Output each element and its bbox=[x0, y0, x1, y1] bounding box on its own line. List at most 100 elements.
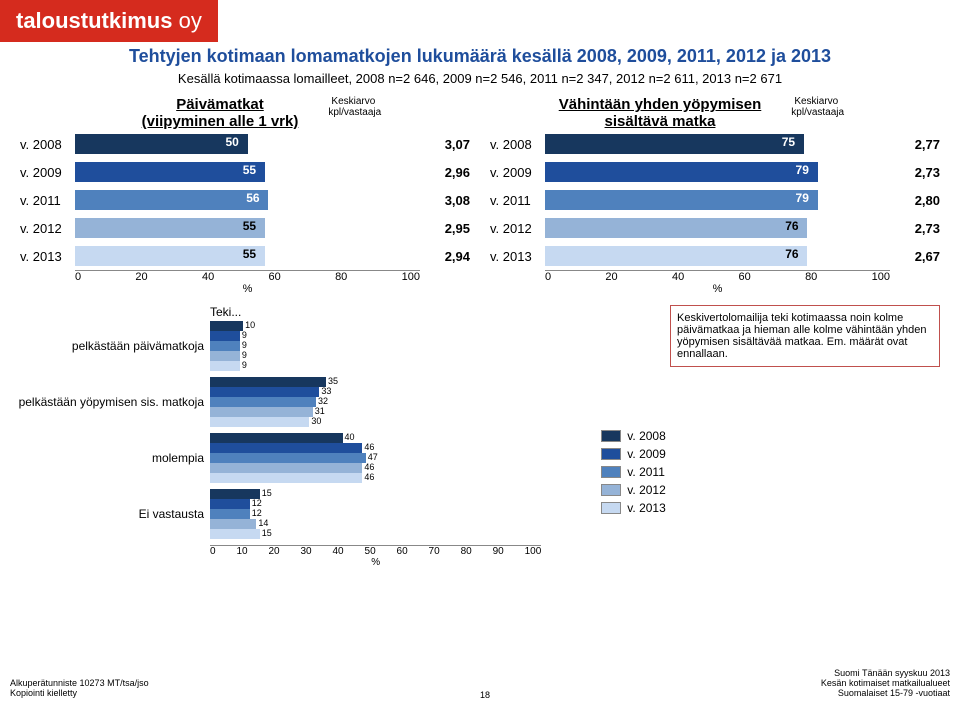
hbar-row: v. 2012 55 2,95 bbox=[20, 214, 470, 242]
grouped-bar: 46 bbox=[210, 443, 362, 453]
hbar-track: 55 bbox=[75, 246, 420, 266]
hbar-track: 55 bbox=[75, 162, 420, 182]
hbar-row: v. 2011563,08 bbox=[20, 186, 470, 214]
legend: v. 2008v. 2009v. 2011v. 2012v. 2013 bbox=[601, 425, 665, 519]
hbar-fill bbox=[75, 162, 265, 182]
hbar-fill bbox=[545, 134, 804, 154]
grouped-bar: 31 bbox=[210, 407, 313, 417]
grouped-bars: 1512121415 bbox=[210, 489, 541, 539]
legend-item: v. 2011 bbox=[601, 465, 665, 479]
grouped-label: pelkästään päivämatkoja bbox=[10, 339, 210, 353]
hbar-track: 56 bbox=[75, 190, 420, 210]
legend-item: v. 2009 bbox=[601, 447, 665, 461]
hbar-avg: 2,96 bbox=[420, 165, 470, 180]
top-charts: v. 2008503,07v. 2009552,96v. 2011563,08v… bbox=[0, 130, 960, 295]
bottom-section: Teki... pelkästään päivämatkoja109999pel… bbox=[0, 305, 960, 568]
logo-rest: oy bbox=[172, 8, 201, 33]
right-chart: v. 2008752,77 v. 2009 79 2,73 v. 2011 79 2,80 v… bbox=[490, 130, 940, 295]
grouped-bar: 47 bbox=[210, 453, 366, 463]
grouped-bar: 14 bbox=[210, 519, 256, 529]
hbar-label: v. 2011 bbox=[20, 193, 75, 208]
grouped-bar: 9 bbox=[210, 331, 240, 341]
hbar-avg: 3,07 bbox=[420, 137, 470, 152]
grouped-bar: 32 bbox=[210, 397, 316, 407]
note-box: Keskivertolomailija teki kotimaassa noin… bbox=[670, 305, 940, 367]
footer-right: Suomi Tänään syyskuu 2013 Kesän kotimais… bbox=[821, 668, 950, 698]
grouped-axis: 0102030405060708090100 bbox=[210, 545, 541, 557]
grouped-bar: 12 bbox=[210, 509, 250, 519]
hbar-avg: 2,94 bbox=[420, 249, 470, 264]
logo-bold: taloustutkimus bbox=[16, 8, 172, 33]
hbar-label: v. 2012 bbox=[20, 221, 75, 236]
column-headers: Päivämatkat (viipyminen alle 1 vrk) Kesk… bbox=[0, 96, 960, 130]
legend-label: v. 2011 bbox=[627, 465, 665, 479]
footer-left: Alkuperätunniste 10273 MT/tsa/jso Kopioi… bbox=[10, 678, 149, 698]
hbar-track: 55 bbox=[75, 218, 420, 238]
left-head-l1: Päivämatkat bbox=[142, 96, 299, 113]
hbar-value: 55 bbox=[243, 219, 256, 233]
legend-label: v. 2012 bbox=[627, 483, 665, 497]
grouped-bar: 12 bbox=[210, 499, 250, 509]
grouped-bar: 40 bbox=[210, 433, 343, 443]
grouped-label: molempia bbox=[10, 451, 210, 465]
hbar-fill bbox=[75, 218, 265, 238]
hbar-value: 55 bbox=[243, 163, 256, 177]
hbar-track: 79 bbox=[545, 190, 890, 210]
hbar-avg: 2,80 bbox=[890, 193, 940, 208]
hbar-row: v. 2009 55 2,96 bbox=[20, 158, 470, 186]
hbar-value: 79 bbox=[796, 163, 809, 177]
hbar-row: v. 2009 79 2,73 bbox=[490, 158, 940, 186]
hbar-fill bbox=[75, 190, 268, 210]
hbar-value: 76 bbox=[785, 219, 798, 233]
hbar-avg: 2,67 bbox=[890, 249, 940, 264]
grouped-row: Ei vastausta1512121415 bbox=[10, 489, 541, 539]
left-chart: v. 2008503,07v. 2009552,96v. 2011563,08v… bbox=[20, 130, 470, 295]
grouped-chart: Teki... pelkästään päivämatkoja109999pel… bbox=[10, 305, 541, 568]
hbar-axis: 020406080100 bbox=[75, 270, 420, 283]
grouped-bar: 9 bbox=[210, 341, 240, 351]
grouped-label: pelkästään yöpymisen sis. matkoja bbox=[10, 395, 210, 409]
grouped-bar: 33 bbox=[210, 387, 319, 397]
hbar-avg: 2,73 bbox=[890, 165, 940, 180]
hbar-row: v. 2013762,67 bbox=[490, 242, 940, 270]
grouped-bars: 109999 bbox=[210, 321, 541, 371]
hbar-fill bbox=[75, 246, 265, 266]
legend-swatch bbox=[601, 484, 621, 496]
hbar-label: v. 2009 bbox=[20, 165, 75, 180]
grouped-axis-label: % bbox=[210, 557, 541, 568]
hbar-label: v. 2009 bbox=[490, 165, 545, 180]
legend-swatch bbox=[601, 466, 621, 478]
hbar-value: 56 bbox=[246, 191, 259, 205]
hbar-value: 79 bbox=[796, 191, 809, 205]
hbar-fill bbox=[545, 246, 807, 266]
hbar-label: v. 2012 bbox=[490, 221, 545, 236]
legend-item: v. 2012 bbox=[601, 483, 665, 497]
hbar-label: v. 2011 bbox=[490, 193, 545, 208]
legend-swatch bbox=[601, 448, 621, 460]
hbar-label: v. 2013 bbox=[490, 249, 545, 264]
hbar-track: 50 bbox=[75, 134, 420, 154]
left-head-l2: (viipyminen alle 1 vrk) bbox=[142, 113, 299, 130]
page-title: Tehtyjen kotimaan lomamatkojen lukumäärä… bbox=[0, 46, 960, 67]
hbar-fill bbox=[545, 162, 818, 182]
hbar-axis: 020406080100 bbox=[545, 270, 890, 283]
hbar-fill bbox=[75, 134, 248, 154]
hbar-row: v. 2008752,77 bbox=[490, 130, 940, 158]
hbar-label: v. 2008 bbox=[20, 137, 75, 152]
hbar-value: 50 bbox=[226, 135, 239, 149]
hbar-fill bbox=[545, 190, 818, 210]
hbar-track: 79 bbox=[545, 162, 890, 182]
hbar-avg: 2,73 bbox=[890, 221, 940, 236]
page-number: 18 bbox=[480, 690, 490, 700]
legend-label: v. 2009 bbox=[627, 447, 665, 461]
hbar-track: 76 bbox=[545, 218, 890, 238]
hbar-avg: 2,95 bbox=[420, 221, 470, 236]
left-head: Päivämatkat (viipyminen alle 1 vrk) bbox=[142, 96, 299, 130]
grouped-bar: 9 bbox=[210, 361, 240, 371]
hbar-row: v. 2013552,94 bbox=[20, 242, 470, 270]
grouped-bar: 10 bbox=[210, 321, 243, 331]
right-head: Vähintään yhden yöpymisen sisältävä matk… bbox=[559, 96, 762, 130]
grouped-bar: 35 bbox=[210, 377, 326, 387]
hbar-track: 76 bbox=[545, 246, 890, 266]
right-head-l2: sisältävä matka bbox=[559, 113, 762, 130]
